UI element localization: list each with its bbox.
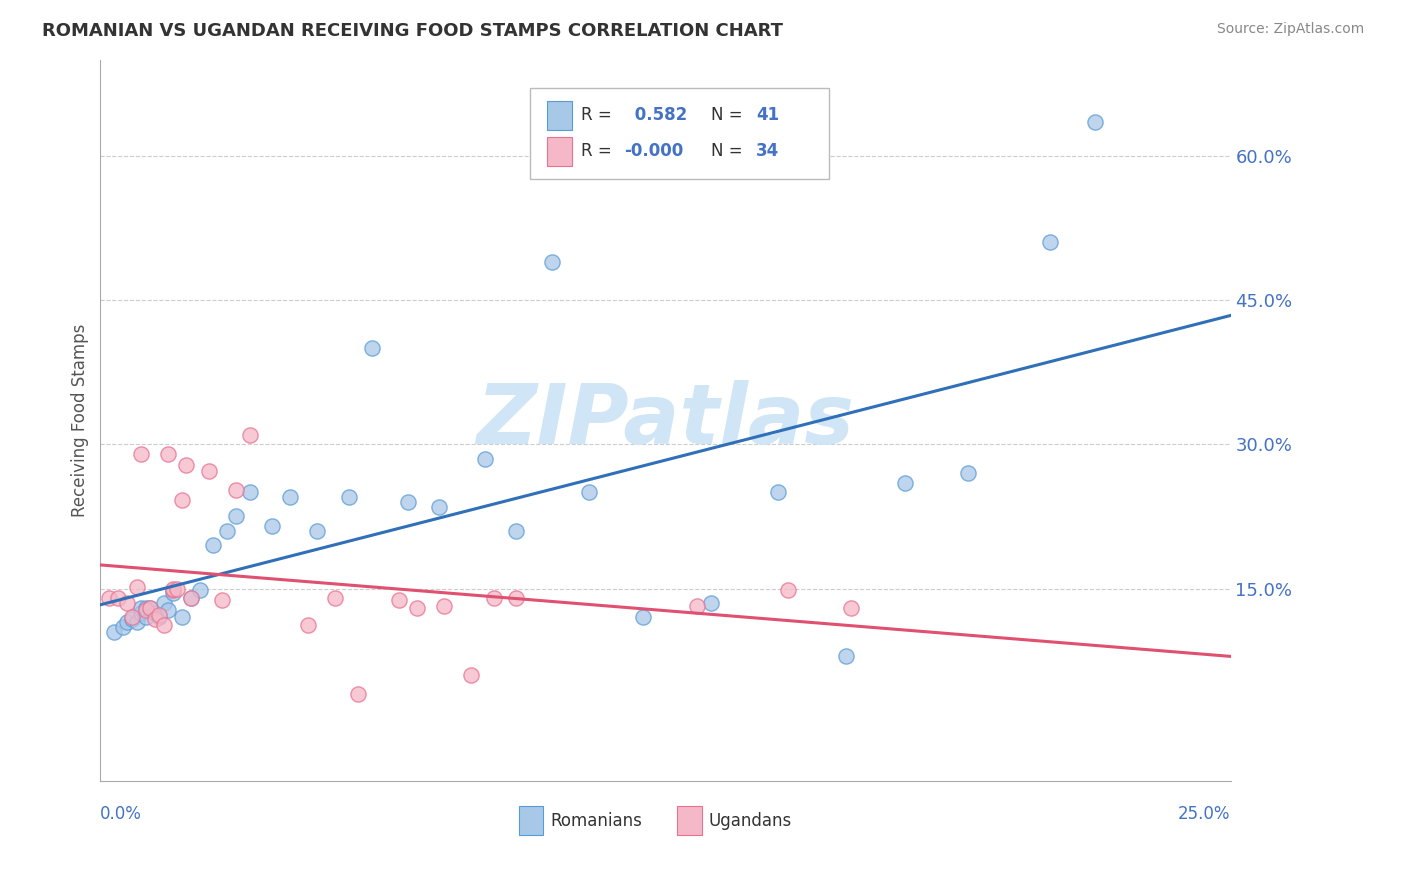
- Point: [839, 600, 862, 615]
- Text: 25.0%: 25.0%: [1178, 805, 1230, 823]
- Point: [578, 485, 600, 500]
- Point: [152, 618, 174, 632]
- Text: R =: R =: [581, 142, 612, 161]
- Point: [125, 615, 148, 630]
- Point: [388, 593, 411, 607]
- Point: [170, 493, 193, 508]
- Point: [215, 524, 238, 538]
- Point: [337, 490, 360, 504]
- Text: ZIPatlas: ZIPatlas: [477, 380, 855, 461]
- Point: [460, 668, 482, 682]
- Point: [162, 583, 184, 598]
- Point: [776, 583, 799, 598]
- Point: [198, 464, 221, 478]
- Point: [166, 582, 188, 596]
- Point: [894, 475, 917, 490]
- Text: Romanians: Romanians: [550, 812, 643, 830]
- Point: [135, 603, 157, 617]
- Point: [541, 254, 564, 268]
- Text: 0.582: 0.582: [630, 106, 688, 124]
- Point: [135, 610, 157, 624]
- Point: [152, 596, 174, 610]
- Point: [482, 591, 505, 606]
- Point: [129, 606, 152, 620]
- Point: [139, 600, 162, 615]
- FancyBboxPatch shape: [530, 88, 830, 178]
- Point: [143, 612, 166, 626]
- Text: N =: N =: [710, 106, 742, 124]
- Point: [129, 447, 152, 461]
- Point: [162, 582, 184, 596]
- Point: [238, 485, 260, 500]
- Point: [505, 524, 527, 538]
- Point: [360, 341, 382, 355]
- Text: Source: ZipAtlas.com: Source: ZipAtlas.com: [1216, 22, 1364, 37]
- FancyBboxPatch shape: [547, 101, 572, 129]
- Point: [297, 618, 319, 632]
- Point: [117, 615, 139, 630]
- Point: [278, 490, 301, 504]
- Point: [180, 591, 202, 606]
- Point: [103, 624, 125, 639]
- Point: [433, 599, 456, 613]
- Point: [405, 600, 427, 615]
- Point: [307, 524, 329, 538]
- Point: [225, 483, 247, 498]
- Point: [117, 596, 139, 610]
- FancyBboxPatch shape: [547, 136, 572, 166]
- Point: [111, 620, 134, 634]
- Point: [148, 608, 170, 623]
- Y-axis label: Receiving Food Stamps: Receiving Food Stamps: [72, 324, 89, 517]
- Text: 41: 41: [756, 106, 779, 124]
- FancyBboxPatch shape: [676, 806, 702, 835]
- Point: [125, 580, 148, 594]
- Point: [107, 591, 129, 606]
- Point: [1039, 235, 1062, 250]
- Point: [162, 586, 184, 600]
- Point: [686, 599, 709, 613]
- Point: [129, 600, 152, 615]
- Text: -0.000: -0.000: [624, 142, 683, 161]
- Text: 0.0%: 0.0%: [100, 805, 142, 823]
- Text: R =: R =: [581, 106, 612, 124]
- Point: [148, 610, 170, 624]
- Point: [1084, 115, 1107, 129]
- Text: ROMANIAN VS UGANDAN RECEIVING FOOD STAMPS CORRELATION CHART: ROMANIAN VS UGANDAN RECEIVING FOOD STAMP…: [42, 22, 783, 40]
- Point: [957, 466, 980, 480]
- Point: [157, 447, 180, 461]
- Point: [631, 610, 654, 624]
- Point: [121, 610, 143, 624]
- Text: 34: 34: [756, 142, 779, 161]
- Point: [768, 485, 790, 500]
- Point: [396, 495, 419, 509]
- Point: [699, 596, 721, 610]
- Point: [474, 451, 496, 466]
- Point: [429, 500, 451, 514]
- Point: [157, 603, 180, 617]
- Point: [325, 591, 347, 606]
- Point: [188, 583, 211, 598]
- Point: [121, 612, 143, 626]
- Point: [143, 606, 166, 620]
- FancyBboxPatch shape: [519, 806, 543, 835]
- Point: [202, 538, 225, 552]
- Point: [262, 519, 284, 533]
- Point: [135, 600, 157, 615]
- Text: N =: N =: [710, 142, 742, 161]
- Point: [180, 591, 202, 606]
- Point: [835, 648, 858, 663]
- Point: [225, 509, 247, 524]
- Point: [139, 600, 162, 615]
- Point: [98, 591, 121, 606]
- Point: [174, 458, 197, 473]
- Point: [238, 427, 260, 442]
- Text: Ugandans: Ugandans: [709, 812, 792, 830]
- Point: [211, 593, 233, 607]
- Point: [505, 591, 527, 606]
- Point: [170, 610, 193, 624]
- Point: [347, 687, 370, 701]
